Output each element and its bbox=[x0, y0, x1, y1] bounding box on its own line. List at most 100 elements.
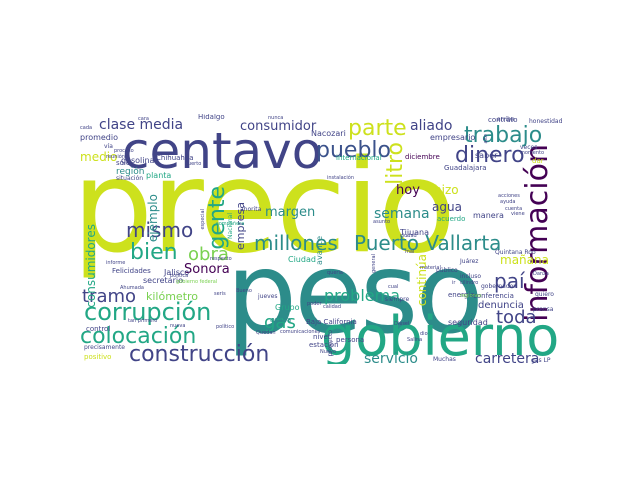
word: mañana bbox=[500, 253, 549, 267]
word: gobernador bbox=[481, 283, 516, 290]
word: dio bbox=[420, 331, 428, 337]
word: energía bbox=[448, 291, 475, 299]
word: toda bbox=[496, 307, 537, 328]
word: cara bbox=[138, 116, 149, 122]
word: Chihuahua bbox=[156, 154, 194, 162]
word: Hidalgo bbox=[198, 114, 225, 121]
word: quiero bbox=[535, 291, 554, 298]
word: servicio bbox=[364, 351, 418, 364]
word: acuerdo bbox=[437, 215, 466, 223]
word: continúa bbox=[415, 254, 429, 307]
word: dinero bbox=[455, 143, 525, 168]
word: alto bbox=[483, 134, 489, 144]
word: agua bbox=[432, 200, 462, 214]
word: peso bbox=[226, 229, 484, 359]
word: bien bbox=[130, 240, 178, 265]
word: manera bbox=[473, 211, 504, 220]
word: hizo bbox=[434, 183, 459, 197]
word: informe bbox=[106, 260, 126, 266]
word: precio bbox=[80, 133, 456, 282]
word: asunto bbox=[373, 219, 391, 225]
word: Grupo bbox=[275, 303, 300, 312]
word: consumidor bbox=[240, 119, 317, 134]
word: Nacozari bbox=[311, 129, 346, 138]
word: mal bbox=[405, 249, 415, 255]
word: litro bbox=[383, 142, 408, 185]
word: regiones bbox=[460, 293, 482, 299]
word: margen bbox=[265, 205, 316, 220]
word: centavo bbox=[122, 122, 323, 180]
word: Nacional bbox=[227, 213, 234, 239]
word: saber bbox=[475, 151, 498, 160]
word: prensa bbox=[533, 306, 554, 313]
word: respecto bbox=[210, 256, 232, 262]
word: política bbox=[170, 273, 189, 279]
word: proceso bbox=[114, 148, 134, 154]
word: Puerto Vallarta bbox=[354, 231, 502, 255]
word: semana bbox=[374, 206, 430, 222]
word: general bbox=[371, 254, 377, 274]
word: persona bbox=[336, 336, 365, 344]
word: situación bbox=[116, 175, 144, 182]
word: incluso bbox=[460, 273, 482, 280]
word: kilómetro bbox=[146, 290, 199, 303]
word: Nuevo bbox=[320, 349, 337, 355]
word: clase media bbox=[99, 117, 184, 133]
word: calidad bbox=[323, 304, 342, 310]
word: denuncia bbox=[478, 300, 524, 311]
word: tan primero bbox=[128, 318, 158, 324]
word: Jalisco bbox=[164, 268, 190, 277]
word: aliado bbox=[410, 118, 453, 134]
word: momento bbox=[520, 150, 545, 156]
word: carretera bbox=[475, 351, 540, 364]
word: público bbox=[436, 267, 458, 274]
word: promedio bbox=[80, 133, 118, 142]
word: gente bbox=[205, 186, 230, 250]
word: ejemplo bbox=[146, 194, 160, 243]
word: Puerto bbox=[185, 161, 202, 167]
word: tramo bbox=[82, 286, 137, 307]
word: obra bbox=[188, 244, 229, 265]
word: acciones bbox=[498, 193, 520, 199]
word: gas LP bbox=[531, 357, 551, 364]
word: precisamente bbox=[84, 344, 125, 351]
word: comunicaciones bbox=[280, 329, 321, 335]
word: secretario bbox=[143, 276, 183, 285]
word: Ciudad bbox=[288, 255, 316, 264]
word: siempre bbox=[385, 296, 410, 303]
word: millones bbox=[254, 231, 338, 255]
word: Felicidades bbox=[112, 267, 151, 275]
word: control bbox=[86, 325, 111, 333]
word: gas bbox=[264, 312, 296, 333]
word: Guadalajara bbox=[444, 164, 487, 172]
word: ir bbox=[452, 280, 456, 286]
word: poder bbox=[307, 301, 322, 307]
word: Muchas bbox=[433, 356, 456, 363]
word: corrupción bbox=[84, 298, 212, 326]
word: queria bbox=[327, 270, 343, 276]
word: paí bbox=[494, 269, 525, 293]
word: reunión bbox=[106, 154, 125, 160]
word: Diésel bbox=[394, 321, 410, 327]
word: viene bbox=[511, 211, 525, 217]
word: colocación bbox=[80, 324, 197, 349]
word: empresario bbox=[430, 133, 476, 142]
word: instalación bbox=[327, 175, 355, 181]
word: consumidores bbox=[84, 224, 98, 308]
word: ciudad bbox=[400, 233, 417, 239]
word: material bbox=[420, 265, 441, 271]
word: medio bbox=[80, 150, 118, 164]
word: Danza bbox=[533, 271, 549, 277]
word: Ahumada bbox=[120, 285, 144, 291]
word: Juárez bbox=[460, 258, 479, 265]
word: cada bbox=[80, 125, 93, 131]
word: jueves bbox=[258, 293, 278, 300]
word: compañera bbox=[216, 221, 245, 227]
word: Sonora bbox=[184, 262, 230, 277]
word: sólo bbox=[116, 159, 131, 167]
word: honestidad bbox=[529, 118, 563, 125]
word: nunca bbox=[268, 115, 284, 121]
word-cloud: precio peso gobierno centavo información… bbox=[80, 114, 564, 364]
word: nivel bbox=[313, 333, 330, 341]
word: seris bbox=[214, 291, 226, 297]
